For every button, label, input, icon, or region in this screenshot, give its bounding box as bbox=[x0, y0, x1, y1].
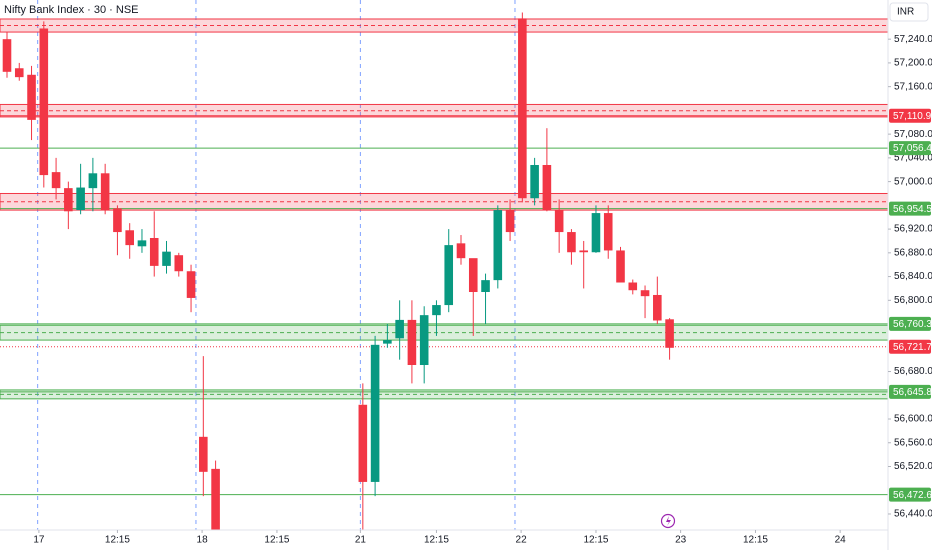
level-label: 56,472.60 bbox=[893, 490, 932, 501]
event-icon[interactable] bbox=[660, 513, 676, 529]
candle-body bbox=[137, 240, 147, 247]
y-tick-label: 56,440.00 bbox=[894, 509, 932, 520]
candle-body bbox=[27, 74, 36, 120]
candle-body bbox=[579, 250, 588, 253]
candle-body bbox=[174, 255, 184, 272]
candle-body bbox=[567, 232, 576, 253]
candle-body bbox=[505, 210, 515, 233]
candle-body bbox=[211, 468, 220, 530]
level-label-bg bbox=[889, 201, 931, 216]
candle-body bbox=[39, 28, 49, 176]
candle-body bbox=[14, 68, 24, 78]
candle-body bbox=[640, 290, 650, 297]
candle-body bbox=[432, 305, 441, 316]
candle-body bbox=[51, 172, 61, 189]
level-label-bg bbox=[889, 384, 931, 399]
level-label: 56,760.35 bbox=[893, 319, 932, 330]
x-tick-label: 21 bbox=[355, 535, 367, 546]
candle-body bbox=[591, 213, 601, 253]
y-tick-label: 56,520.00 bbox=[894, 461, 932, 472]
level-label: 57,110.90 bbox=[893, 111, 932, 122]
candle-body bbox=[468, 258, 478, 293]
candle-body bbox=[395, 319, 404, 339]
y-tick-label: 56,680.00 bbox=[894, 366, 932, 377]
y-tick-label: 56,600.00 bbox=[894, 414, 932, 425]
candle-body bbox=[113, 208, 122, 233]
y-tick-label: 56,840.00 bbox=[894, 271, 932, 282]
level-label-bg bbox=[889, 339, 931, 354]
candle-body bbox=[481, 280, 490, 293]
candle-body bbox=[358, 404, 368, 482]
candle-body bbox=[149, 237, 159, 266]
candle-body bbox=[88, 173, 98, 189]
candle-body bbox=[554, 210, 564, 233]
level-label-bg bbox=[889, 141, 931, 156]
x-tick-label: 17 bbox=[33, 535, 45, 546]
candle-body bbox=[407, 319, 417, 366]
candle-body bbox=[162, 251, 171, 266]
x-tick-label: 23 bbox=[675, 535, 687, 546]
candle-body bbox=[493, 210, 503, 281]
y-tick-label: 56,800.00 bbox=[894, 295, 932, 306]
x-tick-label: 18 bbox=[197, 535, 209, 546]
candle-body bbox=[64, 188, 73, 212]
x-tick-label: 12:15 bbox=[583, 535, 608, 546]
x-tick-label: 12:15 bbox=[105, 535, 130, 546]
x-tick-label: 12:15 bbox=[424, 535, 449, 546]
currency: INR bbox=[897, 7, 914, 18]
candle-body bbox=[518, 18, 527, 199]
candle-body bbox=[628, 282, 638, 291]
candle-body bbox=[76, 187, 85, 211]
candle-body bbox=[370, 344, 380, 482]
candle-body bbox=[419, 315, 429, 366]
level-label-bg bbox=[889, 487, 931, 502]
y-tick-label: 57,000.00 bbox=[894, 176, 932, 187]
candle-body bbox=[542, 164, 552, 211]
candle-body bbox=[125, 230, 134, 246]
currency-box[interactable] bbox=[889, 2, 929, 22]
y-tick-label: 57,240.00 bbox=[894, 34, 932, 45]
y-tick-label: 56,880.00 bbox=[894, 247, 932, 258]
level-label-bg bbox=[889, 108, 931, 123]
candle-body bbox=[653, 294, 662, 321]
y-tick-label: 57,080.00 bbox=[894, 129, 932, 140]
level-label: 56,721.75 bbox=[893, 342, 932, 353]
candle-body bbox=[665, 319, 674, 348]
x-tick-label: 22 bbox=[516, 535, 528, 546]
candle-body bbox=[616, 250, 625, 283]
candle-body bbox=[444, 245, 454, 306]
level-label-bg bbox=[889, 316, 931, 331]
x-tick-label: 12:15 bbox=[264, 535, 289, 546]
candle-body bbox=[603, 213, 613, 251]
x-tick-label: 12:15 bbox=[743, 535, 768, 546]
x-tick-label: 24 bbox=[835, 535, 847, 546]
plot-area bbox=[0, 0, 888, 530]
chart-title: Nifty Bank Index · 30 · NSE bbox=[4, 4, 139, 16]
level-label: 56,954.50 bbox=[893, 204, 932, 215]
candle-body bbox=[186, 271, 196, 298]
candle-body bbox=[199, 436, 208, 472]
candle-body bbox=[530, 164, 539, 199]
level-label: 57,056.45 bbox=[893, 143, 932, 154]
candle-body bbox=[456, 243, 466, 259]
y-tick-label: 57,160.00 bbox=[894, 81, 932, 92]
candle-body bbox=[2, 39, 12, 72]
y-tick-label: 56,920.00 bbox=[894, 224, 932, 235]
level-label: 56,645.80 bbox=[893, 387, 932, 398]
y-tick-label: 56,560.00 bbox=[894, 437, 932, 448]
candle-body bbox=[100, 173, 110, 211]
y-tick-label: 57,040.00 bbox=[894, 153, 932, 164]
y-tick-label: 57,200.00 bbox=[894, 58, 932, 69]
candle-body bbox=[383, 340, 392, 344]
